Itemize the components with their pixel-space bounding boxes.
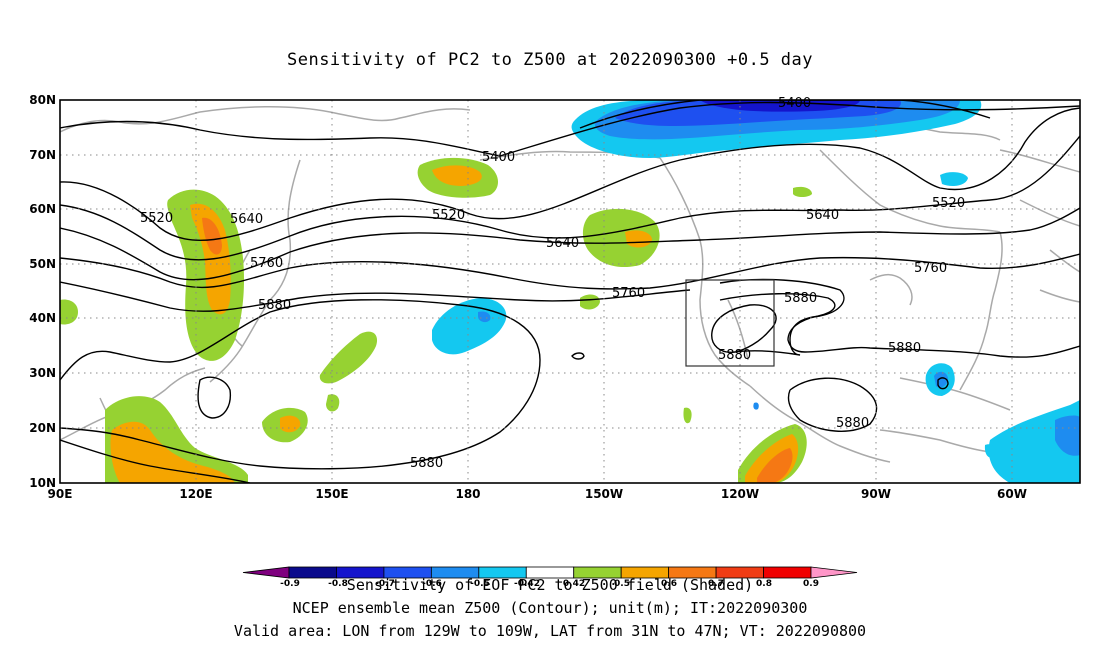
footer-shading-caption: Sensitivity of EOF PC2 to Z500 field (Sh… (346, 576, 754, 594)
colorbar-swatch (810, 566, 858, 579)
shade-negative-pacific-mid (478, 311, 491, 323)
colorbar-label: -0.7 (375, 579, 395, 589)
shade-negative-atlantic-2 (984, 444, 996, 458)
colorbar-label: 0.8 (756, 579, 772, 589)
contour-label: 5640 (546, 236, 579, 251)
sensitivity-shading (60, 100, 1080, 483)
lat-tick-label: 30N (29, 366, 56, 380)
lon-tick-label: 180 (455, 487, 480, 501)
contour-label: 5400 (778, 96, 811, 111)
lat-tick-label: 40N (29, 311, 56, 325)
colorbar-label: -0.8 (328, 579, 348, 589)
lon-tick-label: 120W (721, 487, 759, 501)
contour-label: 5760 (612, 286, 645, 301)
lat-tick-label: 10N (29, 476, 56, 490)
contour-label: 5760 (914, 261, 947, 276)
z500-contours (60, 100, 1080, 483)
valid-area-box (685, 279, 775, 367)
shade-positive-w-pacific (319, 331, 378, 384)
shade-positive-pacific-small (580, 294, 600, 310)
lat-tick-label: 20N (29, 421, 56, 435)
shade-positive-misc-2 (326, 394, 340, 412)
footer-valid-area-caption: Valid area: LON from 129W to 109W, LAT f… (233, 622, 867, 640)
colorbar-label: 0.7 (708, 579, 724, 589)
contour-label: 5520 (432, 208, 465, 223)
contour-label: 5520 (140, 211, 173, 226)
lat-tick-label: 50N (29, 257, 56, 271)
shade-orange-s-china (110, 421, 235, 483)
lon-tick-label: 90W (861, 487, 891, 501)
contour-label: 5400 (482, 150, 515, 165)
shade-negative-pacific (432, 298, 507, 355)
contour-label: 5880 (888, 341, 921, 356)
lon-tick-label: 150E (315, 487, 348, 501)
colorbar-label: 0.9 (803, 579, 819, 589)
contour-label: 5880 (258, 298, 291, 313)
contour-label: 5760 (250, 256, 283, 271)
contour-label: 5880 (718, 348, 751, 363)
contour-label: 5880 (410, 456, 443, 471)
colorbar-label: 0.42 (563, 579, 585, 589)
lon-tick-label: 60W (997, 487, 1027, 501)
shade-positive-gulf-alaska (582, 208, 660, 268)
plot-frame (59, 99, 1081, 484)
shade-negative-hudson (940, 172, 968, 186)
lat-axis: 80N 70N 60N 50N 40N 30N 20N 10N (29, 93, 56, 490)
shade-positive-misc-3 (683, 407, 692, 424)
colorbar-label: -0.9 (280, 579, 300, 589)
footer-contour-caption: NCEP ensemble mean Z500 (Contour); unit(… (292, 599, 808, 617)
lat-tick-label: 60N (29, 202, 56, 216)
lon-tick-label: 90E (48, 487, 73, 501)
contour-label: 5880 (784, 291, 817, 306)
shade-positive-misc-4 (793, 186, 812, 197)
contour-labels: 5400 5400 5520 5520 5520 5640 5640 5640 … (140, 96, 965, 471)
contour-label: 5640 (230, 212, 263, 227)
shade-orange-bering (432, 165, 482, 186)
colorbar: -0.9 -0.8 -0.7 -0.6 -0.5 -0.42 0.42 0.5 … (242, 566, 858, 589)
graticule (60, 100, 1080, 483)
contour-label: 5640 (806, 208, 839, 223)
colorbar-label: -0.6 (422, 579, 442, 589)
lon-tick-label: 120E (179, 487, 212, 501)
map-title: Sensitivity of PC2 to Z500 at 2022090300… (286, 50, 813, 70)
lon-axis: 90E 120E 150E 180 150W 120W 90W 60W (48, 487, 1027, 501)
contour-label: 5520 (932, 196, 965, 211)
colorbar-label: -0.42 (514, 579, 540, 589)
contour-label: 5880 (836, 416, 869, 431)
colorbar-label: 0.6 (661, 579, 677, 589)
shade-red-mexico (757, 448, 793, 483)
colorbar-label: 0.5 (614, 579, 630, 589)
lon-tick-label: 150W (585, 487, 623, 501)
shade-negative-misc-1 (753, 402, 759, 410)
shade-orange-gulf-alaska (625, 230, 652, 248)
lat-tick-label: 70N (29, 148, 56, 162)
lat-tick-label: 80N (29, 93, 56, 107)
shade-red-kamchatka (202, 217, 222, 255)
shade-positive-misc-1 (60, 299, 78, 325)
colorbar-label: -0.5 (470, 579, 490, 589)
shade-negative-atlantic-mid (1055, 415, 1080, 456)
